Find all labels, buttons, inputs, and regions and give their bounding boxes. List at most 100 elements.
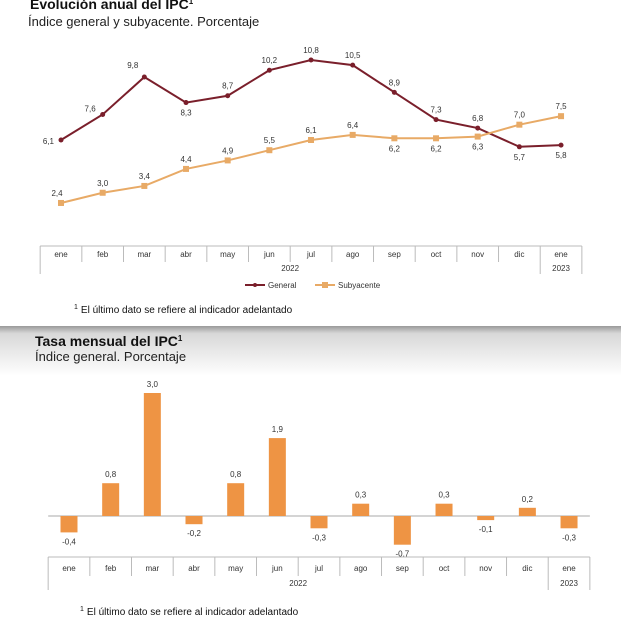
bar [435,503,453,516]
general-point [308,57,314,63]
general-point [475,125,481,131]
subyacente-data-label: 6,2 [430,144,442,153]
chart2-x-tick-label: may [228,564,243,573]
subyacente-data-label: 6,2 [389,144,401,153]
legend-label-subyacente: Subyacente [338,281,381,290]
bar [227,483,245,516]
general-point [558,142,564,148]
subyacente-data-label: 4,9 [222,146,234,155]
chart2-x-tick-label: sep [396,564,409,573]
subyacente-point [99,189,106,196]
chart1-title-text: Evolución anual del IPC [30,0,189,12]
general-data-label: 7,6 [85,104,97,113]
chart1-year-label: 2023 [552,264,570,273]
bar [185,516,203,525]
subyacente-data-label: 5,5 [264,136,276,145]
chart1-footnote-superscript: 1 [74,304,78,311]
bar-data-label: -0,7 [395,550,409,559]
bar-data-label: 0,8 [230,470,242,479]
general-point [433,117,439,123]
chart2-x-tick-label: ene [562,564,576,573]
chart2-subtitle: Índice general. Porcentaje [35,349,186,364]
chart1-x-tick-label: ene [54,250,68,259]
chart2-x-tick-label: dic [522,564,532,573]
chart1-footnote-text: El último dato se refiere al indicador a… [81,305,293,316]
subyacente-point [474,133,481,140]
general-data-label: 8,3 [180,109,192,118]
chart1-x-tick-label: ene [554,250,568,259]
subyacente-point [558,113,565,120]
chart1-x-tick-label: jun [263,250,275,259]
bar [518,507,536,516]
chart2-x-tick-label: jun [271,564,283,573]
general-data-label: 8,9 [389,78,401,87]
chart2-x-tick-label: ene [62,564,76,573]
bar [393,516,411,545]
general-point [58,137,64,143]
chart2-footnote: 1 El último dato se refiere al indicador … [80,606,299,618]
chart1-x-tick-label: jul [306,250,315,259]
bar-data-label: -0,1 [479,525,493,534]
bar-data-label: 1,9 [272,425,284,434]
general-data-label: 6,8 [472,114,484,123]
bar [60,516,78,533]
general-data-label: 10,5 [345,51,361,60]
chart1-x-tick-label: may [220,250,235,259]
chart2-x-tick-label: oct [439,564,450,573]
subyacente-point [266,147,273,154]
chart2-footnote-text: El último dato se refiere al indicador a… [87,607,299,618]
bar-data-label: -0,3 [562,533,576,542]
bar [352,503,370,516]
general-point [350,62,356,68]
bar-data-label: -0,3 [312,533,326,542]
subyacente-data-label: 2,4 [51,189,63,198]
bar [310,516,328,529]
separator-band [0,326,621,376]
chart1-x-tick-label: mar [137,250,151,259]
subyacente-data-label: 6,1 [305,126,317,135]
chart2-plot: -0,4 0,8 3,0 -0,2 0,8 1,9 -0,3 0,3 -0,7 0,3 -0,1 0,… [47,380,591,590]
chart2-x-tick-label: jul [314,564,323,573]
subyacente-data-label: 4,4 [180,155,192,164]
subyacente-point [433,135,440,142]
chart1-x-tick-label: oct [431,250,442,259]
subyacente-data-label: 7,5 [555,102,567,111]
subyacente-data-label: 7,0 [514,111,526,120]
chart1-x-tick-label: dic [514,250,524,259]
general-point [225,93,231,99]
bar-data-label: 0,3 [438,491,450,500]
subyacente-data-label: 3,4 [139,172,151,181]
subyacente-point [183,165,190,172]
chart1-x-tick-label: nov [471,250,484,259]
chart2-x-tick-label: mar [145,564,159,573]
subyacente-point [516,121,523,128]
bar-data-label: 0,8 [105,470,117,479]
subyacente-data-label: 6,3 [472,143,484,152]
bar-data-label: 0,3 [355,491,367,500]
general-point [391,89,397,95]
bar [102,483,120,516]
chart1-x-tick-label: sep [388,250,401,259]
subyacente-point [391,135,398,142]
chart1-plot: ene feb mar abr may jun jul ago sep oct nov dic ene 2… [39,46,583,290]
bar-data-label: -0,2 [187,529,201,538]
subyacente-point [224,157,231,164]
chart1-x-tick-label: ago [346,250,360,259]
chart1-title: Evolución anual del IPC1 [30,0,194,12]
general-data-label: 10,2 [262,56,278,65]
general-data-label: 6,1 [43,137,55,146]
general-data-label: 5,7 [514,153,526,162]
general-data-label: 10,8 [303,46,319,55]
chart2-x-tick-label: abr [188,564,200,573]
chart1-x-tick-label: abr [180,250,192,259]
chart1-year-label: 2022 [281,264,299,273]
bar-data-label: -0,4 [62,537,76,546]
subyacente-data-label: 6,4 [347,121,359,130]
bar [560,516,578,529]
chart1-title-superscript: 1 [189,0,194,6]
chart2-title-text: Tasa mensual del IPC [35,333,178,349]
bar [143,393,161,516]
bar-data-label: 0,2 [522,495,534,504]
chart1-x-tick-label: feb [97,250,109,259]
